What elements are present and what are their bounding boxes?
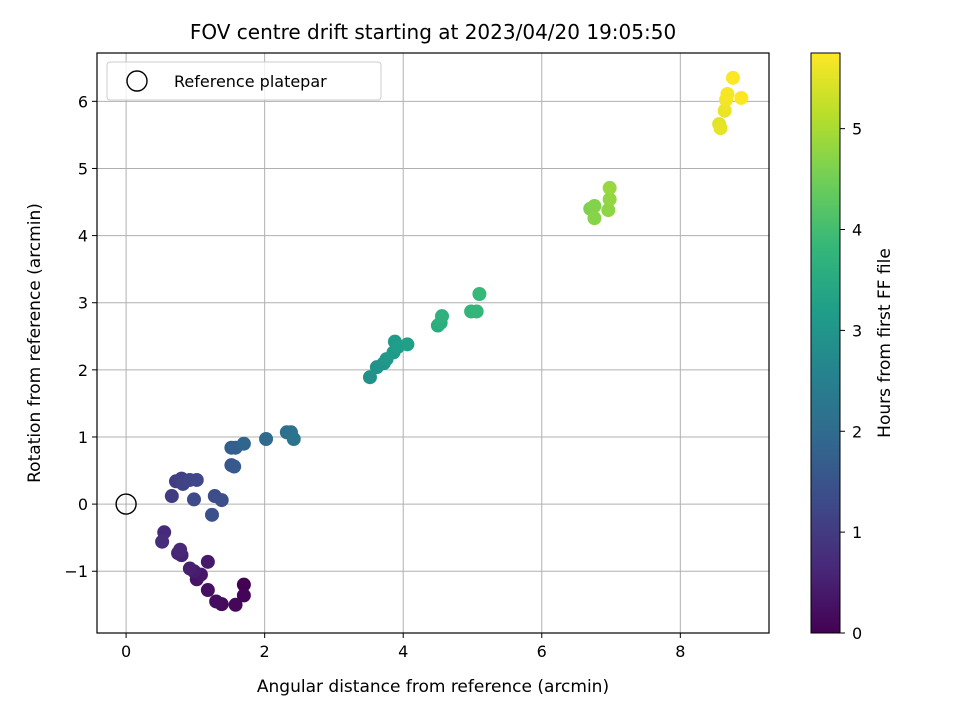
data-point bbox=[587, 211, 602, 226]
y-tick-label: −1 bbox=[64, 562, 88, 581]
colorbar-label: Hours from first FF file bbox=[875, 248, 895, 438]
data-point bbox=[587, 199, 602, 214]
data-point bbox=[734, 90, 749, 105]
colorbar-tick-label: 0 bbox=[852, 624, 862, 643]
x-tick-label: 8 bbox=[675, 642, 685, 661]
data-point bbox=[209, 594, 224, 609]
legend-reference-marker bbox=[126, 70, 148, 92]
colorbar-tick-label: 1 bbox=[852, 523, 862, 542]
data-point bbox=[164, 489, 179, 504]
colorbar-tick-label: 4 bbox=[852, 221, 862, 240]
data-point bbox=[259, 431, 274, 446]
grid-lines bbox=[97, 53, 769, 633]
data-point bbox=[400, 337, 415, 352]
plot-frame bbox=[96, 52, 770, 634]
data-point bbox=[602, 192, 617, 207]
x-tick-label: 0 bbox=[121, 642, 131, 661]
colorbar-tick-label: 5 bbox=[852, 120, 862, 139]
data-point bbox=[472, 286, 487, 301]
data-points bbox=[115, 70, 749, 612]
y-tick-label: 4 bbox=[78, 227, 88, 246]
x-axis-label: Angular distance from reference (arcmin) bbox=[257, 677, 609, 697]
y-tick-label: 3 bbox=[78, 294, 88, 313]
data-point bbox=[601, 203, 616, 218]
y-tick-label: 6 bbox=[78, 92, 88, 111]
x-tick-label: 2 bbox=[260, 642, 270, 661]
legend-reference-label: Reference platepar bbox=[174, 72, 327, 91]
data-point bbox=[236, 588, 251, 603]
data-point bbox=[720, 86, 735, 101]
data-point bbox=[435, 309, 450, 324]
data-point bbox=[228, 597, 243, 612]
chart-title: FOV centre drift starting at 2023/04/20 … bbox=[190, 20, 676, 44]
x-tick-label: 4 bbox=[398, 642, 408, 661]
reference-platepar-marker bbox=[115, 493, 137, 515]
data-point bbox=[713, 121, 728, 136]
data-point bbox=[469, 304, 484, 319]
data-point bbox=[602, 180, 617, 195]
x-tick-label: 6 bbox=[537, 642, 547, 661]
data-point bbox=[200, 583, 215, 598]
data-point bbox=[236, 577, 251, 592]
legend-box bbox=[106, 61, 382, 101]
data-point bbox=[205, 507, 220, 522]
data-point bbox=[286, 431, 301, 446]
data-point bbox=[214, 493, 229, 508]
data-point bbox=[173, 542, 188, 557]
legend: Reference platepar bbox=[106, 61, 382, 101]
data-point bbox=[236, 436, 251, 451]
colorbar-gradient bbox=[810, 52, 841, 634]
data-point bbox=[182, 561, 197, 576]
data-point bbox=[362, 370, 377, 385]
y-tick-label: 5 bbox=[78, 159, 88, 178]
y-tick-label: 2 bbox=[78, 361, 88, 380]
axis-ticks: 0 2 4 6 8 −1 0 1 2 3 4 5 6 bbox=[64, 92, 685, 661]
y-axis-label: Rotation from reference (arcmin) bbox=[25, 203, 45, 483]
colorbar: 0 1 2 3 4 5 Hours from first FF file bbox=[810, 52, 895, 643]
colorbar-tick-label: 3 bbox=[852, 321, 862, 340]
data-point bbox=[186, 492, 201, 507]
y-tick-label: 0 bbox=[78, 495, 88, 514]
data-point bbox=[200, 554, 215, 569]
data-point bbox=[227, 459, 242, 474]
colorbar-tick-label: 2 bbox=[852, 422, 862, 441]
data-point bbox=[155, 534, 170, 549]
data-point bbox=[717, 103, 732, 118]
data-point bbox=[189, 472, 204, 487]
data-point bbox=[725, 70, 740, 85]
y-tick-label: 1 bbox=[78, 428, 88, 447]
colorbar-ticks: 0 1 2 3 4 5 bbox=[840, 120, 862, 643]
